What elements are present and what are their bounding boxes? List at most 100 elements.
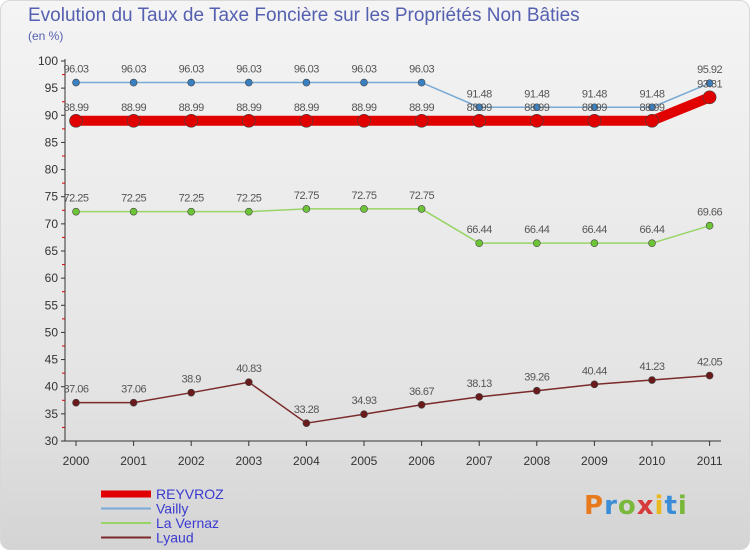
data-label: 88.99 <box>351 102 376 114</box>
data-label: 88.99 <box>294 102 319 114</box>
series-line-vailly <box>75 81 711 109</box>
data-label: 72.25 <box>236 193 261 205</box>
data-label: 88.99 <box>236 102 261 114</box>
data-point <box>242 113 256 128</box>
data-point <box>187 78 195 87</box>
data-label: 37.06 <box>121 384 146 396</box>
y-tick-label: 30 <box>45 434 59 448</box>
data-label: 96.03 <box>121 64 146 76</box>
y-tick-label: 55 <box>45 298 59 312</box>
data-point <box>299 113 314 128</box>
data-label: 88.99 <box>524 102 549 114</box>
data-point <box>417 400 426 409</box>
data-label: 88.99 <box>582 102 607 114</box>
data-label: 66.44 <box>582 224 607 236</box>
data-label: 38.13 <box>467 378 492 390</box>
data-label: 36.67 <box>409 386 434 398</box>
y-tick-label: 90 <box>45 108 59 122</box>
x-tick-label: 2005 <box>351 454 378 468</box>
proxiti-logo: Proxiti <box>584 491 688 521</box>
data-point <box>72 78 80 87</box>
data-point <box>590 103 599 112</box>
y-tick-label: 45 <box>45 353 59 367</box>
data-point <box>705 79 714 87</box>
data-label: 91.48 <box>639 88 664 100</box>
data-label: 95.92 <box>697 64 722 76</box>
data-label: 91.48 <box>524 88 549 100</box>
data-point <box>648 376 656 384</box>
data-point <box>532 239 541 247</box>
chart-title: Evolution du Taux de Taxe Foncière sur l… <box>28 5 580 26</box>
data-point <box>414 113 429 128</box>
data-label: 72.75 <box>294 190 319 202</box>
legend-label: Vailly <box>156 501 188 517</box>
data-point <box>302 205 311 213</box>
x-tick-label: 2000 <box>63 454 90 468</box>
y-tick-label: 80 <box>45 163 59 177</box>
data-point <box>72 207 80 216</box>
data-point <box>532 386 541 395</box>
data-point <box>587 113 602 128</box>
data-point <box>645 113 659 128</box>
data-point <box>529 113 544 128</box>
data-point <box>184 113 198 128</box>
data-point <box>648 239 656 247</box>
data-label: 93.31 <box>697 78 722 90</box>
data-label: 72.75 <box>351 190 376 202</box>
data-label: 88.99 <box>63 102 88 114</box>
x-tick-label: 2006 <box>408 454 435 468</box>
data-point <box>705 221 714 230</box>
data-label: 96.03 <box>236 64 261 76</box>
data-label: 96.03 <box>294 64 319 76</box>
x-tick-label: 2003 <box>235 454 262 468</box>
data-point <box>590 380 599 389</box>
x-tick-label: 2007 <box>466 454 493 468</box>
data-point <box>357 113 371 128</box>
legend-label: REYVROZ <box>156 486 224 502</box>
data-label: 33.28 <box>294 404 319 416</box>
data-point <box>475 239 484 247</box>
data-point <box>129 398 138 407</box>
data-point <box>187 207 195 216</box>
data-point <box>245 207 253 216</box>
data-label: 38.9 <box>181 374 201 386</box>
data-label: 72.75 <box>409 190 434 202</box>
y-tick-label: 75 <box>45 190 59 204</box>
data-label: 91.48 <box>582 88 607 100</box>
data-point <box>129 78 138 87</box>
y-tick-label: 60 <box>45 271 59 285</box>
data-point <box>475 103 484 112</box>
data-point <box>245 378 253 387</box>
x-tick-label: 2010 <box>639 454 666 468</box>
data-point <box>472 113 487 128</box>
y-tick-label: 35 <box>45 407 59 421</box>
series-line-lyaud <box>75 374 711 424</box>
data-point <box>417 78 426 87</box>
y-tick-label: 85 <box>45 135 59 149</box>
y-tick-label: 95 <box>45 81 59 95</box>
data-label: 66.44 <box>467 224 492 236</box>
series-line-la-vernaz <box>75 208 711 244</box>
y-tick-label: 40 <box>45 380 59 394</box>
data-point <box>360 78 368 87</box>
data-label: 40.83 <box>236 363 261 375</box>
y-tick-label: 100 <box>38 54 58 68</box>
x-tick-label: 2001 <box>120 454 147 468</box>
data-point <box>705 371 714 380</box>
data-point <box>417 205 426 213</box>
x-tick-label: 2002 <box>178 454 205 468</box>
data-label: 96.03 <box>409 64 434 76</box>
data-point <box>72 398 80 407</box>
data-label: 40.44 <box>582 365 607 377</box>
data-label: 96.03 <box>63 64 88 76</box>
data-point <box>126 113 141 128</box>
data-label: 96.03 <box>179 64 204 76</box>
data-label: 41.23 <box>639 361 664 373</box>
data-label: 72.25 <box>121 193 146 205</box>
data-label: 91.48 <box>467 88 492 100</box>
chart-subtitle: (en %) <box>28 29 64 43</box>
data-point <box>245 78 253 87</box>
data-point <box>129 207 138 216</box>
data-point <box>360 410 368 419</box>
data-point <box>648 103 656 112</box>
